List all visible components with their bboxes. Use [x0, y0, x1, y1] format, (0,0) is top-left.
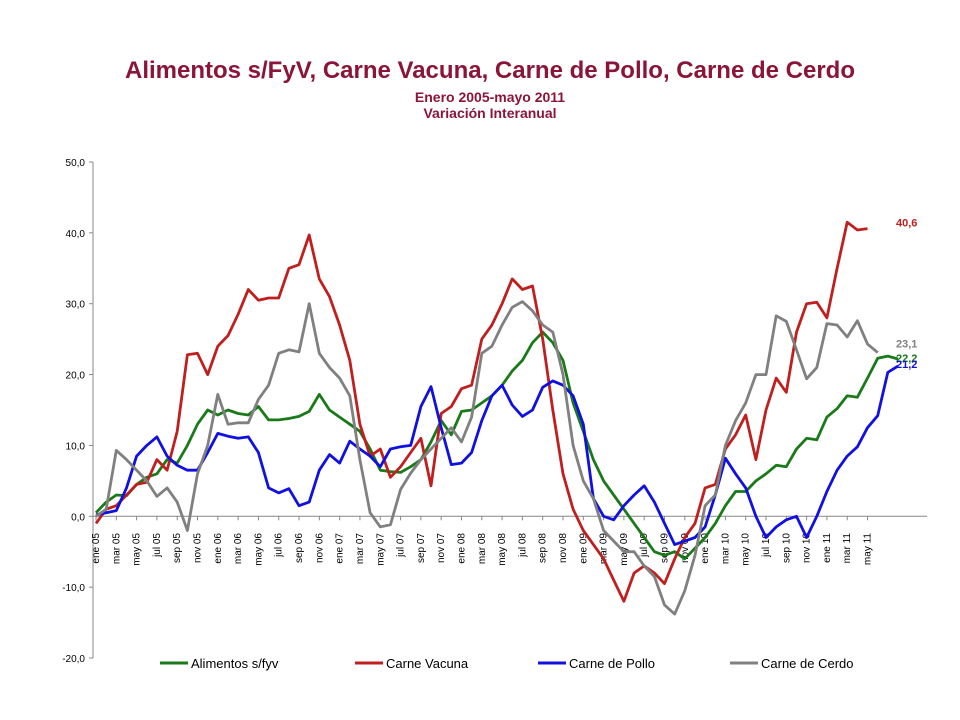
series-line-1: [94, 220, 868, 603]
x-tick-label: may 06: [253, 533, 264, 566]
x-tick-label: mar 07: [355, 533, 366, 565]
x-tick-label: jul 08: [517, 533, 528, 558]
x-tick-label: ene 05: [91, 533, 102, 564]
y-tick-label: 40,0: [66, 229, 86, 240]
series-end-label: 22,2: [896, 353, 917, 365]
y-tick-label: -20,0: [62, 654, 85, 665]
x-tick-label: jul 07: [396, 533, 407, 558]
x-tick-label: sep 05: [172, 533, 183, 563]
chart-series: 22,2 40,6 21,2 23,1: [94, 218, 917, 616]
y-tick-label: 10,0: [66, 441, 86, 452]
x-tick-label: sep 08: [538, 533, 549, 563]
x-tick-label: sep 06: [294, 533, 305, 563]
y-tick-label: -10,0: [62, 583, 85, 594]
x-tick-label: nov 08: [558, 533, 569, 563]
y-tick-label: 20,0: [66, 371, 86, 382]
x-tick-label: ene 06: [213, 533, 224, 564]
x-tick-label: mar 06: [233, 533, 244, 565]
x-tick-label: may 05: [132, 533, 143, 566]
x-tick-label: may 11: [863, 533, 874, 565]
chart-title: Alimentos s/FyV, Carne Vacuna, Carne de …: [124, 57, 855, 84]
x-tick-label: nov 06: [314, 533, 325, 563]
series-end-label: 40,6: [896, 218, 917, 230]
x-tick-label: may 08: [497, 533, 508, 566]
legend-label: Carne Vacuna: [386, 656, 469, 671]
x-tick-label: ene 11: [822, 533, 833, 563]
legend-label: Alimentos s/fyv: [191, 656, 279, 671]
chart-axes: 50,0 40,0 30,0 20,0 10,0 0,0 -10,0 -20,0 ene 05 m…: [62, 158, 927, 665]
series-end-label: 21,2: [896, 359, 917, 371]
x-tick-label: nov 07: [436, 533, 447, 563]
y-tick-label: 30,0: [66, 300, 86, 311]
x-tick-label: sep 07: [416, 533, 427, 563]
x-tick-label: may 07: [375, 533, 386, 566]
x-tick-label: ene 08: [456, 533, 467, 564]
series-end-label: 23,1: [896, 339, 917, 351]
x-tick-label: ene 07: [335, 533, 346, 564]
legend-label: Carne de Cerdo: [761, 656, 854, 671]
x-tick-label: jul 06: [274, 533, 285, 558]
chart-subtitle-period: Enero 2005-mayo 2011: [414, 89, 566, 105]
x-tick-label: ene 09: [578, 533, 589, 564]
x-tick-label: sep 10: [781, 533, 792, 563]
x-tick-label: jul 09: [639, 533, 650, 558]
chart-legend: Alimentos s/fyv Carne Vacuna Carne de Poll…: [160, 656, 854, 671]
x-tick-label: ene 10: [700, 533, 711, 564]
x-tick-label: mar 08: [477, 533, 488, 565]
x-tick-label: may 09: [619, 533, 630, 566]
legend-label: Carne de Pollo: [569, 656, 655, 671]
x-tick-label: mar 09: [599, 533, 610, 565]
x-tick-label: nov 10: [802, 533, 813, 563]
x-tick-label: mar 05: [111, 533, 122, 565]
y-tick-label: 0,0: [71, 512, 85, 523]
series-line-2: [95, 364, 899, 546]
x-tick-label: may 10: [741, 533, 752, 566]
x-tick-label: mar 10: [720, 533, 731, 565]
chart-subtitle-measure: Variación Interanual: [423, 105, 557, 121]
x-tick-label: jul 10: [761, 533, 772, 558]
x-tick-label: sep 09: [660, 533, 671, 563]
x-tick-label: mar 11: [842, 533, 853, 564]
x-tick-label: jul 05: [152, 533, 163, 558]
x-tick-label: nov 09: [680, 533, 691, 563]
y-tick-label: 50,0: [66, 158, 86, 169]
x-tick-label: nov 05: [193, 533, 204, 563]
series-line-3: [95, 300, 879, 616]
